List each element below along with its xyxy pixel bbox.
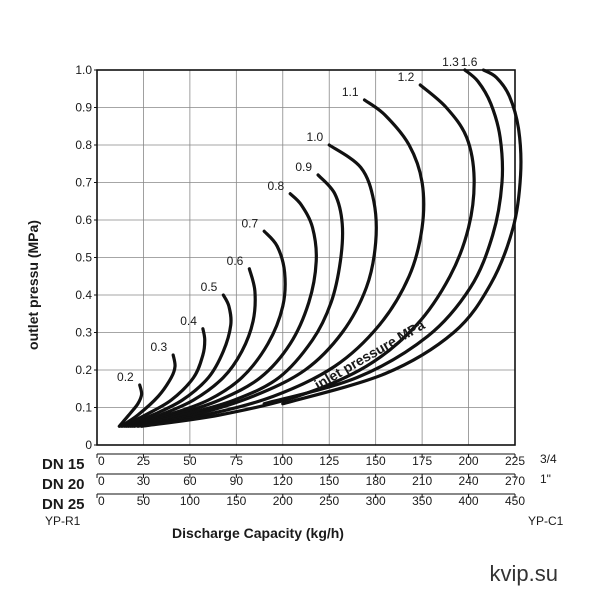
grid-lines <box>97 70 515 445</box>
x-tick-label: 0 <box>98 494 105 508</box>
x-tick-label: 225 <box>505 454 525 468</box>
y-tick-labels: 0 0.1 0.2 0.3 0.4 0.5 0.6 0.7 0.8 0.9 1.0 <box>75 63 97 452</box>
x-tick-label: 250 <box>319 494 339 508</box>
curve-0-3 <box>119 353 177 428</box>
x-tick-label: 60 <box>183 474 197 488</box>
y-axis-title: outlet pressu (MPa) <box>25 220 41 350</box>
curve-0-4 <box>121 327 207 428</box>
curve-label-1-0: 1.0 <box>307 130 324 144</box>
y-tick-label: 0.6 <box>75 213 92 227</box>
x-tick-label: 50 <box>137 494 151 508</box>
curve-label-0-9: 0.9 <box>295 160 312 174</box>
x-tick-label: 150 <box>366 454 386 468</box>
x-tick-label: 90 <box>230 474 244 488</box>
y-tick-label: 0.5 <box>75 251 92 265</box>
x-tick-label: 240 <box>459 474 479 488</box>
curve-label-1-2: 1.2 <box>398 70 415 84</box>
curve-label-0-2: 0.2 <box>117 370 134 384</box>
x-scale-end-label: 3/4 <box>540 452 557 466</box>
y-tick-label: 0.1 <box>75 401 92 415</box>
curve-0-9 <box>130 173 345 428</box>
x-tick-label: 175 <box>412 454 432 468</box>
x-tick-label: 150 <box>226 494 246 508</box>
curve-label-0-6: 0.6 <box>227 254 244 268</box>
y-tick-label: 1.0 <box>75 63 92 77</box>
curve-label-0-3: 0.3 <box>150 340 167 354</box>
x-tick-label: 100 <box>180 494 200 508</box>
watermark: kvip.su <box>489 561 558 586</box>
x-tick-label: 350 <box>412 494 432 508</box>
x-tick-label: 120 <box>273 474 293 488</box>
curve-labels: 0.2 0.3 0.4 0.5 0.6 0.7 0.8 0.9 1.0 1.1 1.2 1.3 1.6 <box>117 55 478 384</box>
curve-label-0-4: 0.4 <box>180 314 197 328</box>
curve-label-0-5: 0.5 <box>201 280 218 294</box>
x-scale-end-label: 1" <box>540 472 551 486</box>
y-tick-label: 0.4 <box>75 288 92 302</box>
right-model-label: YP-C1 <box>528 514 564 528</box>
left-model-label: YP-R1 <box>45 514 81 528</box>
x-tick-label: 200 <box>459 454 479 468</box>
x-tick-label: 150 <box>319 474 339 488</box>
x-scale-name: DN 25 <box>42 496 85 513</box>
curve-label-0-7: 0.7 <box>242 216 259 230</box>
x-tick-label: 210 <box>412 474 432 488</box>
x-tick-label: 180 <box>366 474 386 488</box>
x-tick-label: 450 <box>505 494 525 508</box>
y-tick-label: 0 <box>85 438 92 452</box>
curve-1-3 <box>262 68 505 406</box>
y-tick-label: 0.8 <box>75 138 92 152</box>
y-tick-label: 0.3 <box>75 326 92 340</box>
x-scale-name: DN 20 <box>42 476 85 493</box>
curve-0-8 <box>128 192 318 428</box>
curve-1-0 <box>132 143 378 428</box>
y-tick-label: 0.2 <box>75 363 92 377</box>
curve-1-6 <box>281 68 523 406</box>
curve-label-0-8: 0.8 <box>268 179 285 193</box>
x-tick-label: 0 <box>98 474 105 488</box>
curve-0-7 <box>126 229 287 428</box>
x-tick-label: 200 <box>273 494 293 508</box>
curve-series <box>117 68 523 428</box>
x-tick-label: 400 <box>459 494 479 508</box>
curve-0-6 <box>125 267 257 428</box>
y-tick-label: 0.9 <box>75 101 92 115</box>
curve-0-5 <box>123 293 233 428</box>
curve-label-1-1: 1.1 <box>342 85 359 99</box>
x-tick-label: 125 <box>319 454 339 468</box>
curve-label-1-3: 1.3 <box>442 55 459 69</box>
x-scale-name: DN 15 <box>42 456 85 473</box>
x-tick-label: 50 <box>183 454 197 468</box>
y-tick-label: 0.7 <box>75 176 92 190</box>
curve-1-1 <box>136 98 426 428</box>
x-axis-title: Discharge Capacity (kg/h) <box>172 525 344 541</box>
x-tick-label: 75 <box>230 454 244 468</box>
x-tick-label: 25 <box>137 454 151 468</box>
curve-1-2 <box>139 83 476 428</box>
curve-label-1-6: 1.6 <box>461 55 478 69</box>
x-tick-label: 30 <box>137 474 151 488</box>
x-tick-label: 270 <box>505 474 525 488</box>
curve-0-2 <box>117 383 144 428</box>
x-tick-label: 300 <box>366 494 386 508</box>
x-tick-label: 100 <box>273 454 293 468</box>
x-scales: 0 25 50 75 100 125 150 175 200 225 DN 15 3/4 0 30 60 90… <box>42 452 557 513</box>
x-tick-label: 0 <box>98 454 105 468</box>
